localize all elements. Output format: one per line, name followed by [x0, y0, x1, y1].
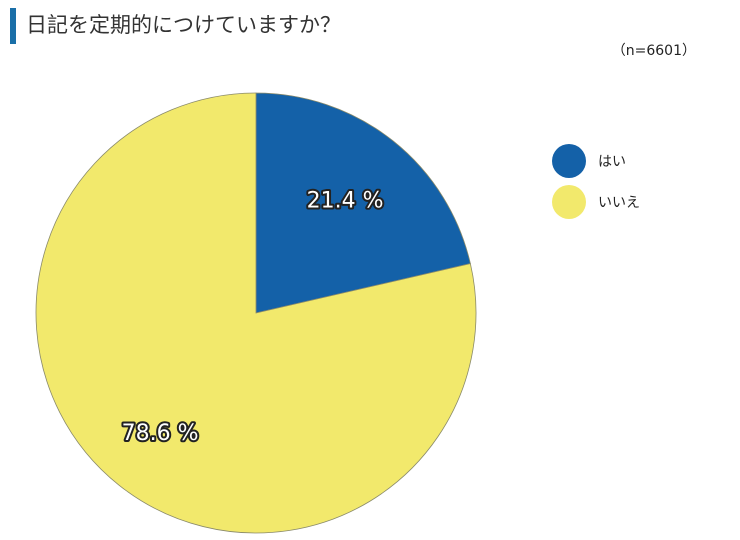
legend-swatch-no [552, 185, 586, 219]
legend-item-no: いいえ [552, 185, 640, 219]
slice-label-no: 78.6 % [122, 421, 199, 446]
pie-slice-no [35, 92, 477, 534]
legend-item-yes: はい [552, 144, 640, 178]
legend: はい いいえ [552, 144, 640, 226]
legend-label-no: いいえ [598, 195, 640, 211]
page-title: 日記を定期的につけていますか？ [26, 13, 341, 37]
legend-label-yes: はい [598, 154, 626, 170]
sample-size-note: （n=6601） [611, 43, 696, 59]
slice-label-yes: 21.4 % [307, 189, 384, 214]
pie-slice-yes [255, 92, 471, 314]
legend-swatch-yes [552, 144, 586, 178]
title-accent-bar [10, 8, 16, 44]
